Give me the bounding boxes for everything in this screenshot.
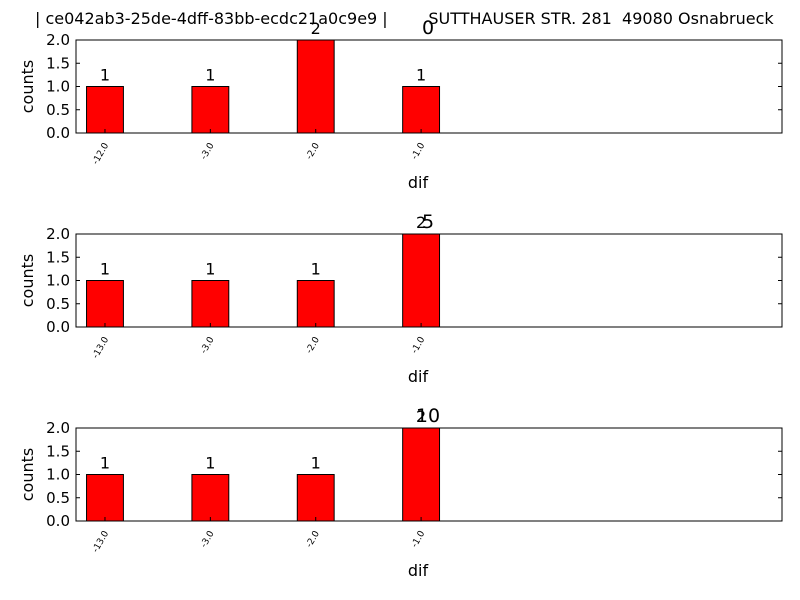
subplot-1: 1 -12.0 1 -3.0 2 -2.0 1 -1.0 0.0 0.5 1.0 1.5 2.0 0 dif… <box>18 17 783 192</box>
bar <box>86 474 124 522</box>
subplot-title: 0 <box>422 17 434 39</box>
x-tick-label: -1.0 <box>410 529 428 549</box>
y-tick-label: 0.0 <box>46 124 70 142</box>
y-tick-label: 0.0 <box>46 512 70 530</box>
bar <box>191 280 230 328</box>
bar <box>86 86 124 134</box>
x-tick-label: -1.0 <box>410 335 428 355</box>
data-label: 1 <box>205 454 215 473</box>
data-label: 1 <box>416 66 426 85</box>
bar <box>296 39 335 134</box>
x-tick-label: -13.0 <box>91 529 111 554</box>
data-label: 2 <box>416 407 426 426</box>
subplot-3: 1 -13.0 1 -3.0 1 -2.0 2 -1.0 0.0 0.5 1.0 1.5 2.0 10 di… <box>18 405 783 580</box>
x-axis-label: dif <box>408 561 429 580</box>
y-tick-label: 2.0 <box>46 419 70 437</box>
data-label: 1 <box>205 66 215 85</box>
x-tick-label: -1.0 <box>410 141 428 161</box>
y-axis-label: counts <box>18 448 37 501</box>
bar <box>402 86 441 134</box>
x-axis-label: dif <box>408 367 429 386</box>
bar <box>402 233 441 328</box>
y-tick-label: 1.0 <box>46 78 70 96</box>
x-tick-label: -3.0 <box>199 141 217 161</box>
figure-suptitle: | ce042ab3-25de-4dff-83bb-ecdc21a0c9e9 |… <box>35 9 774 28</box>
bar <box>191 474 230 522</box>
x-tick-label: -12.0 <box>91 141 111 166</box>
y-tick-label: 2.0 <box>46 31 70 49</box>
subplot-2: 1 -13.0 1 -3.0 1 -2.0 2 -1.0 0.0 0.5 1.0 1.5 2.0 5 dif… <box>18 211 783 386</box>
x-axis-label: dif <box>408 173 429 192</box>
y-tick-label: 0.5 <box>46 295 70 313</box>
data-label: 1 <box>311 454 321 473</box>
bar <box>296 474 335 522</box>
x-tick-label: -2.0 <box>305 141 323 161</box>
y-tick-label: 0.0 <box>46 318 70 336</box>
y-tick-label: 2.0 <box>46 225 70 243</box>
subplot-title: 5 <box>422 211 434 233</box>
y-tick-label: 1.5 <box>46 248 70 266</box>
x-tick-label: -3.0 <box>199 529 217 549</box>
bar <box>86 280 124 328</box>
x-tick-label: -2.0 <box>305 529 323 549</box>
y-tick-label: 0.5 <box>46 489 70 507</box>
y-tick-label: 1.5 <box>46 442 70 460</box>
data-label: 1 <box>100 454 110 473</box>
y-tick-label: 1.5 <box>46 54 70 72</box>
y-tick-label: 0.5 <box>46 101 70 119</box>
x-tick-label: -2.0 <box>305 335 323 355</box>
subplot-title: 10 <box>416 405 440 427</box>
data-label: 1 <box>100 66 110 85</box>
y-tick-label: 1.0 <box>46 466 70 484</box>
data-label: 1 <box>205 260 215 279</box>
data-label: 2 <box>311 19 321 38</box>
data-label: 2 <box>416 213 426 232</box>
data-label: 1 <box>311 260 321 279</box>
x-tick-label: -13.0 <box>91 335 111 360</box>
data-label: 1 <box>100 260 110 279</box>
bar <box>296 280 335 328</box>
bar <box>191 86 230 134</box>
bar <box>402 427 441 522</box>
y-axis-label: counts <box>18 60 37 113</box>
x-tick-label: -3.0 <box>199 335 217 355</box>
y-axis-label: counts <box>18 254 37 307</box>
y-tick-label: 1.0 <box>46 272 70 290</box>
